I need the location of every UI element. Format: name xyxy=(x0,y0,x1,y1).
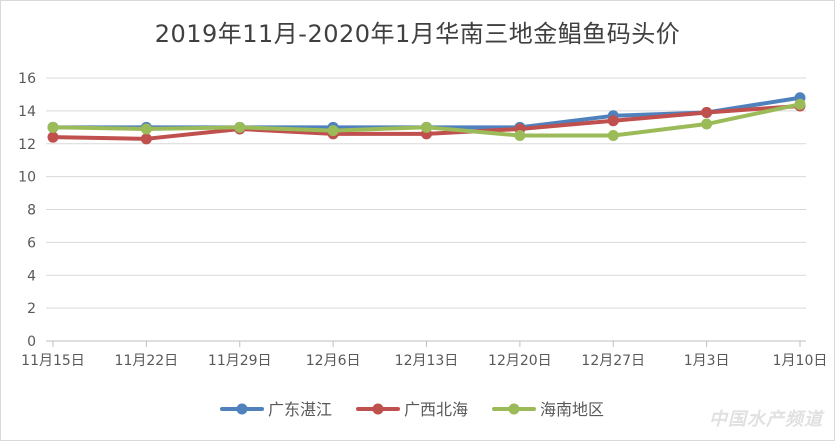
y-tick-label: 4 xyxy=(27,268,36,284)
chart-title: 2019年11月-2020年1月华南三地金鲳鱼码头价 xyxy=(154,20,681,48)
data-point xyxy=(607,115,619,127)
data-point xyxy=(140,123,152,135)
legend-marker xyxy=(508,403,520,415)
data-point xyxy=(701,107,713,119)
data-point xyxy=(47,131,59,143)
data-point xyxy=(140,133,152,145)
x-tick-label: 11月15日 xyxy=(21,353,85,369)
data-point xyxy=(421,121,432,133)
x-tick-label: 11月29日 xyxy=(208,353,272,369)
data-point xyxy=(514,130,526,142)
x-tick-label: 12月6日 xyxy=(306,353,361,369)
watermark-logo: 中国水产频道 xyxy=(709,409,823,430)
y-tick-label: 6 xyxy=(27,235,36,251)
data-point xyxy=(701,118,713,130)
x-tick-label: 12月20日 xyxy=(488,353,552,369)
legend-label: 广西北海 xyxy=(404,400,468,419)
data-point xyxy=(327,125,339,137)
x-tick-label: 12月13日 xyxy=(395,353,459,369)
legend-marker xyxy=(372,403,384,415)
x-tick-label: 12月27日 xyxy=(581,353,645,369)
data-point xyxy=(607,130,619,142)
legend-marker xyxy=(236,403,248,415)
legend-label: 广东湛江 xyxy=(268,400,332,419)
y-tick-label: 14 xyxy=(18,104,36,120)
x-tick-label: 11月22日 xyxy=(115,353,179,369)
x-tick-label: 1月10日 xyxy=(773,353,828,369)
data-point xyxy=(234,121,246,133)
x-tick-label: 1月3日 xyxy=(684,353,730,369)
y-tick-label: 8 xyxy=(27,203,36,219)
data-point xyxy=(794,98,806,110)
y-tick-label: 12 xyxy=(18,137,36,153)
y-tick-label: 10 xyxy=(18,170,36,186)
y-tick-label: 2 xyxy=(27,301,36,317)
y-tick-label: 0 xyxy=(27,334,36,350)
data-point xyxy=(47,121,59,133)
y-tick-label: 16 xyxy=(18,71,36,87)
legend-label: 海南地区 xyxy=(540,400,604,419)
